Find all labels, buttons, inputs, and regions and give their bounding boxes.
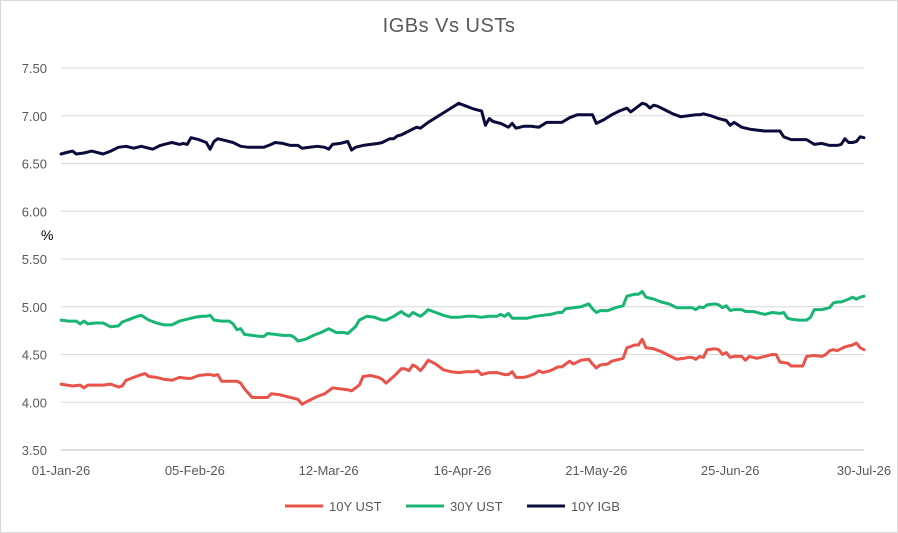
y-axis-ticks: 7.50 7.00 6.50 6.00 5.50 5.00 4.50 4.00 3.50	[22, 61, 47, 458]
grid-lines	[61, 67, 864, 451]
y-tick-label: 4.00	[22, 395, 47, 410]
x-tick-label: 05-Feb-26	[165, 463, 225, 478]
series-lines	[59, 101, 866, 406]
series-line-30y-ust	[59, 290, 866, 343]
x-tick-label: 21-May-26	[565, 463, 627, 478]
series-line-10y-igb	[59, 101, 866, 156]
y-tick-label: 5.00	[22, 300, 47, 315]
legend-label: 10Y UST	[329, 499, 382, 514]
x-tick-label: 25-Jun-26	[701, 463, 760, 478]
y-tick-label: 4.50	[22, 348, 47, 363]
y-tick-label: 5.50	[22, 252, 47, 267]
legend: 10Y UST 30Y UST 10Y IGB	[285, 499, 620, 514]
legend-label: 10Y IGB	[571, 499, 620, 514]
x-tick-label: 01-Jan-26	[32, 463, 91, 478]
x-tick-label: 30-Jul-26	[837, 463, 891, 478]
y-tick-label: 3.50	[22, 443, 47, 458]
y-tick-label: 6.00	[22, 204, 47, 219]
x-axis-ticks: 01-Jan-26 05-Feb-26 12-Mar-26 16-Apr-26 21-M…	[32, 463, 891, 478]
legend-label: 30Y UST	[450, 499, 503, 514]
y-axis-label: %	[41, 227, 53, 243]
series-line-10y-ust	[59, 337, 866, 406]
y-tick-label: 7.00	[22, 109, 47, 124]
x-tick-label: 16-Apr-26	[434, 463, 492, 478]
y-tick-label: 6.50	[22, 157, 47, 172]
x-tick-label: 12-Mar-26	[299, 463, 359, 478]
chart-title: IGBs Vs USTs	[382, 15, 516, 37]
y-tick-label: 7.50	[22, 61, 47, 76]
